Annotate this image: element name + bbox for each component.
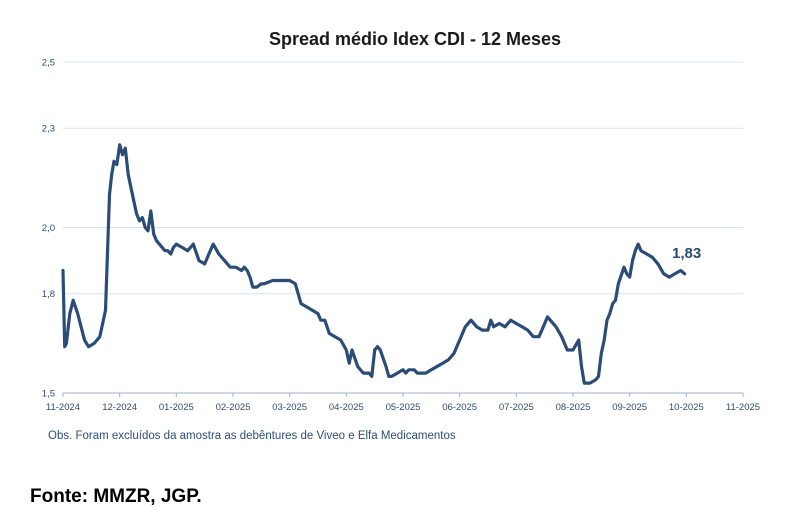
x-tick-label: 07-2025 — [499, 402, 534, 413]
series-layer — [61, 143, 687, 385]
x-tick-label: 01-2025 — [159, 402, 194, 413]
source-text: Fonte: MMZR, JGP. — [30, 486, 202, 507]
x-tick-label: 02-2025 — [216, 402, 251, 413]
x-axis-ticks: 11-2024 12-2024 01-2025 02-2025 03-2025 04-20… — [46, 402, 760, 413]
end-value-label: 1,83 — [672, 245, 701, 262]
x-tick-label: 10-2025 — [669, 402, 704, 413]
x-tick-label: 08-2025 — [556, 402, 591, 413]
y-tick-label: 2,5 — [42, 58, 55, 69]
x-tick-label: 05-2025 — [386, 402, 421, 413]
x-tick-label: 11-2025 — [726, 402, 760, 413]
axes — [62, 392, 744, 397]
x-tick-label: 04-2025 — [329, 402, 364, 413]
chart-note: Obs. Foram excluídos da amostra as debên… — [48, 430, 456, 442]
y-axis-ticks: 1,5 1,8 2,0 2,3 2,5 — [42, 58, 55, 400]
x-tick-label: 06-2025 — [442, 402, 477, 413]
x-tick-label: 09-2025 — [612, 402, 647, 413]
chart-container: Spread médio Idex CDI - 12 Meses 1,5 1,8 2… — [42, 29, 760, 442]
y-tick-label: 1,8 — [42, 289, 55, 300]
y-tick-label: 1,5 — [42, 389, 55, 400]
y-tick-label: 2,3 — [42, 124, 55, 135]
series-line-0 — [61, 143, 687, 385]
x-tick-label: 03-2025 — [272, 402, 307, 413]
y-tick-label: 2,0 — [42, 223, 55, 234]
x-tick-label: 11-2024 — [46, 402, 80, 413]
chart-title: Spread médio Idex CDI - 12 Meses — [269, 29, 561, 49]
x-tick-label: 12-2024 — [102, 402, 137, 413]
gridlines — [63, 61, 743, 295]
line-chart: Spread médio Idex CDI - 12 Meses 1,5 1,8 2… — [42, 29, 760, 442]
